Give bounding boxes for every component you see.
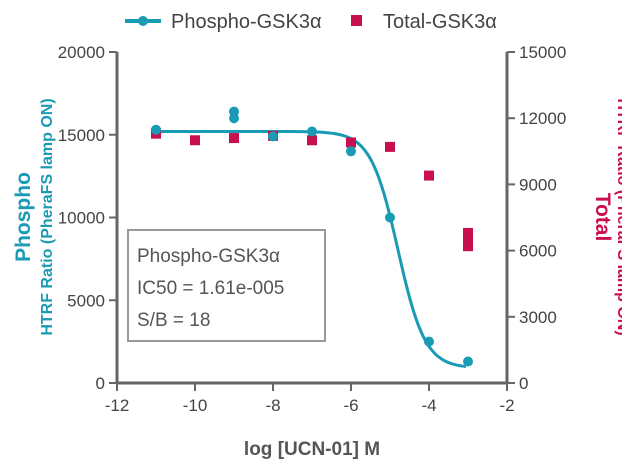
- annotation-line-3: S/B = 18: [137, 310, 210, 331]
- legend-label-total: Total-GSK3α: [383, 11, 497, 33]
- left-y-tick-label: 10000: [58, 209, 105, 228]
- total-point: [385, 141, 395, 152]
- left-y-ticks: 0 5000 10000 15000 20000: [58, 43, 117, 393]
- x-tick-label: -8: [265, 396, 280, 415]
- right-y-tick-label: 9000: [519, 175, 557, 194]
- x-tick-label: -2: [499, 396, 514, 415]
- right-y-tick-label: 6000: [519, 242, 557, 261]
- phospho-point: [424, 336, 434, 347]
- phospho-point: [385, 212, 395, 223]
- right-axis-title-line2: HTRF Ratio (PheraFS lamp ON): [614, 98, 622, 335]
- right-axis-title-line1: Total: [591, 193, 614, 242]
- left-y-tick-label: 15000: [58, 126, 105, 145]
- right-y-tick-label: 15000: [519, 43, 566, 62]
- x-tick-label: -6: [343, 396, 358, 415]
- phospho-point: [346, 146, 356, 157]
- x-tick-label: -12: [105, 396, 130, 415]
- legend-marker-total: [351, 15, 362, 26]
- right-y-tick-label: 3000: [519, 308, 557, 327]
- annotation-frame: [127, 229, 326, 342]
- right-y-tick-label: 12000: [519, 109, 566, 128]
- left-axis-title-group: Phospho HTRF Ratio (PheraFS lamp ON): [12, 98, 56, 335]
- total-point: [190, 135, 200, 146]
- total-point: [346, 137, 356, 148]
- total-point: [229, 133, 239, 144]
- x-tick-label: -4: [421, 396, 436, 415]
- total-point: [424, 170, 434, 181]
- left-axis-title-line1: Phospho: [12, 172, 35, 262]
- left-y-tick-label: 5000: [67, 291, 105, 310]
- legend-label-phospho: Phospho-GSK3α: [171, 11, 322, 33]
- left-y-tick-label: 20000: [58, 43, 105, 62]
- left-axis-title-line2: HTRF Ratio (PheraFS lamp ON): [39, 98, 56, 335]
- total-point: [463, 241, 473, 252]
- annotation-line-2: IC50 = 1.61e-005: [137, 278, 284, 299]
- phospho-point: [463, 356, 473, 367]
- phospho-point: [151, 124, 161, 135]
- right-axis-title-group: Total HTRF Ratio (PheraFS lamp ON): [591, 98, 622, 335]
- annotation-box: Phospho-GSK3α IC50 = 1.61e-005 S/B = 18: [127, 229, 326, 342]
- phospho-point: [229, 113, 239, 124]
- right-y-tick-label: 0: [519, 374, 528, 393]
- legend-marker-phospho: [138, 16, 148, 26]
- phospho-point: [307, 126, 317, 137]
- x-tick-label: -10: [183, 396, 208, 415]
- phospho-point: [268, 131, 278, 142]
- x-ticks: -12 -10 -8 -6 -4 -2: [105, 383, 515, 415]
- total-point: [307, 135, 317, 146]
- left-y-tick-label: 0: [96, 374, 105, 393]
- legend: Phospho-GSK3α Total-GSK3α: [125, 11, 497, 33]
- annotation-line-1: Phospho-GSK3α: [137, 246, 280, 267]
- points-phospho: [151, 106, 473, 367]
- x-axis-title: log [UCN-01] M: [244, 439, 380, 460]
- total-point: [463, 227, 473, 238]
- right-y-ticks: 0 3000 6000 9000 12000 15000: [507, 43, 566, 393]
